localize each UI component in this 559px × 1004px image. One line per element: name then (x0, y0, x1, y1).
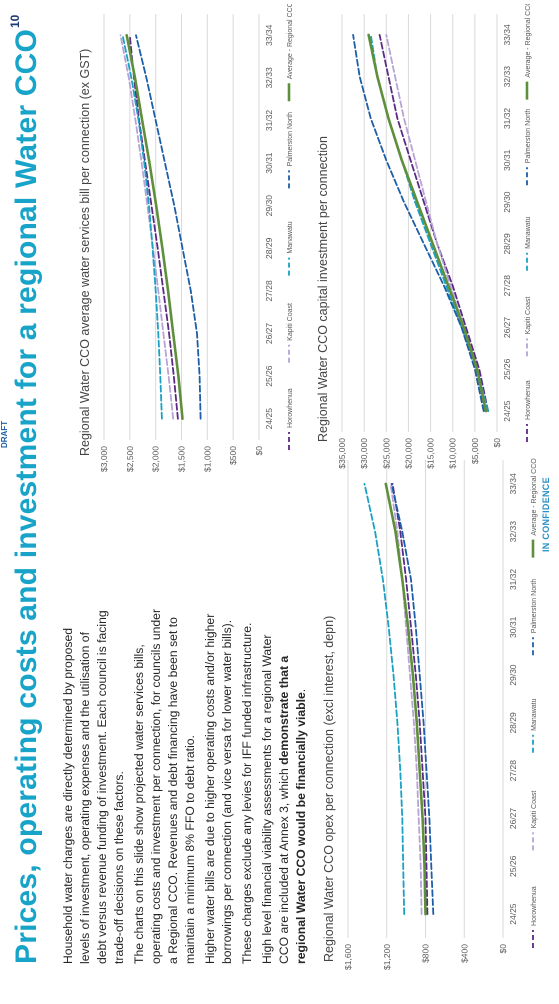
opex-chart: Regional Water CCO opex per connection (… (322, 450, 544, 990)
x-tick-label: 29/30 (508, 664, 518, 686)
series-line-palmerston-north (135, 34, 202, 420)
y-tick-label: $10,000 (448, 438, 458, 469)
x-tick-label: 25/26 (502, 358, 512, 380)
x-tick-label: 28/29 (508, 712, 518, 734)
x-tick-label: 26/27 (508, 808, 518, 830)
legend-label: Palmerston North (525, 109, 532, 164)
series-line-kapiti-coast (385, 33, 485, 412)
x-tick-label: 29/30 (502, 191, 512, 213)
paragraph-2: The charts on this slide show projected … (132, 609, 197, 964)
capital-chart: Regional Water CCO capital investment pe… (316, 4, 538, 484)
y-tick-label: $500 (228, 446, 238, 465)
y-tick-label: $0 (254, 446, 264, 456)
body-text: Household water charges are directly det… (60, 609, 313, 964)
x-tick-label: 33/34 (264, 24, 274, 46)
bill-chart-title: Regional Water CCO average water service… (78, 48, 92, 456)
x-tick-label: 32/33 (264, 67, 274, 89)
x-tick-label: 31/32 (264, 110, 274, 132)
confidentiality-label: IN CONFIDENCE (541, 477, 551, 552)
x-tick-label: 30/31 (264, 152, 274, 174)
x-tick-label: 32/33 (502, 66, 512, 88)
y-tick-label: $1,600 (343, 944, 353, 970)
legend-label: Horowhenua (287, 388, 294, 428)
opex-chart-svg: $0 $400 $800 $1,200 $1,600 24/25 25/26 26/27 27/… (343, 458, 538, 970)
y-tick-label: $30,000 (359, 438, 369, 469)
paragraph-4: These charges exclude any levies for IFF… (240, 622, 254, 964)
series-line-manawatu (121, 34, 163, 420)
bill-chart: Regional Water CCO average water service… (78, 4, 300, 484)
series-line-average-regional-cco (125, 34, 184, 420)
page-number: 10 (8, 14, 22, 28)
y-tick-label: $15,000 (426, 438, 436, 469)
x-tick-label: 30/31 (502, 149, 512, 171)
y-tick-label: $0 (492, 438, 502, 448)
paragraph-5: High level financial viability assessmen… (259, 609, 310, 964)
y-tick-label: $1,000 (202, 446, 212, 472)
opex-chart-title: Regional Water CCO opex per connection (… (322, 615, 336, 962)
series-line-average-regional-cco (384, 482, 427, 916)
y-tick-label: $35,000 (337, 438, 347, 469)
x-tick-label: 30/31 (508, 616, 518, 638)
legend-label: Average - Regional CCO (531, 458, 538, 536)
y-tick-label: $0 (498, 944, 508, 954)
paragraph-1: Household water charges are directly det… (61, 610, 126, 964)
x-tick-label: 24/25 (508, 903, 518, 925)
x-tick-label: 27/28 (508, 760, 518, 782)
bill-chart-svg: $0 $500 $1,000 $1,500 $2,000 $2,500 $3,000 24/2… (99, 4, 294, 472)
legend-label: Average - Regional CCO (525, 4, 532, 78)
series-line-horowhenua (128, 34, 179, 420)
y-tick-label: $20,000 (403, 438, 413, 469)
legend-label: Manawatu (287, 221, 294, 253)
series-line-horowhenua (378, 33, 489, 412)
x-tick-label: 25/26 (508, 855, 518, 877)
legend-label: Palmerston North (531, 579, 538, 634)
x-tick-label: 31/32 (508, 569, 518, 591)
series-line-palmerston-north (390, 483, 435, 915)
y-tick-label: $25,000 (381, 438, 391, 469)
legend-label: Palmerston North (287, 112, 294, 167)
series-line-palmerston-north (352, 33, 485, 412)
capital-chart-title: Regional Water CCO capital investment pe… (316, 136, 330, 442)
y-tick-label: $400 (459, 944, 469, 963)
x-tick-label: 24/25 (502, 400, 512, 422)
series-line-horowhenua (391, 483, 429, 915)
draft-label: DRAFT (0, 420, 9, 448)
x-tick-label: 26/27 (264, 323, 274, 345)
legend-label: Kapiti Coast (287, 303, 294, 341)
x-tick-label: 33/34 (508, 473, 518, 495)
x-tick-label: 29/30 (264, 195, 274, 217)
series-line-kapiti-coast (119, 34, 175, 420)
y-tick-label: $1,500 (177, 446, 187, 472)
y-tick-label: $3,000 (99, 446, 109, 472)
capital-chart-svg: $0 $5,000 $10,000 $15,000 $20,000 $25,000 $30,… (337, 4, 532, 469)
y-tick-label: $5,000 (470, 438, 480, 464)
legend-label: Horowhenua (531, 886, 538, 926)
paragraph-5-end: . (294, 688, 308, 693)
x-tick-label: 28/29 (264, 237, 274, 259)
y-tick-label: $1,200 (382, 944, 392, 970)
series-line-average-regional-cco (367, 33, 488, 413)
x-tick-label: 25/26 (264, 365, 274, 387)
legend-label: Kapiti Coast (525, 297, 532, 335)
legend-label: Manawatu (531, 698, 538, 730)
x-tick-label: 27/28 (264, 280, 274, 302)
x-tick-label: 24/25 (264, 408, 274, 430)
legend-label: Average - Regional CCO (287, 4, 294, 79)
x-tick-label: 27/28 (502, 275, 512, 297)
x-tick-label: 31/32 (502, 108, 512, 130)
series-line-manawatu (363, 483, 406, 915)
legend-label: Manawatu (525, 216, 532, 248)
legend-label: Horowhenua (525, 380, 532, 420)
legend-label: Kapiti Coast (531, 791, 538, 829)
x-tick-label: 28/29 (502, 233, 512, 255)
y-tick-label: $800 (421, 944, 431, 963)
x-tick-label: 32/33 (508, 521, 518, 543)
page-title: Prices, operating costs and investment f… (10, 28, 43, 964)
y-tick-label: $2,000 (151, 446, 161, 472)
x-tick-label: 33/34 (502, 24, 512, 46)
x-tick-label: 26/27 (502, 317, 512, 339)
paragraph-3: Higher water bills are due to higher ope… (203, 613, 234, 964)
y-tick-label: $2,500 (125, 446, 135, 472)
